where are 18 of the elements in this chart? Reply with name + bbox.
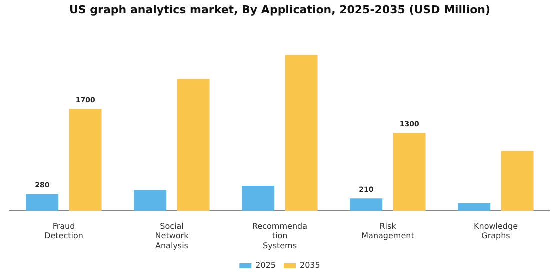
x-tick-label: Fraud Detection (44, 222, 84, 241)
bar (134, 190, 167, 212)
bar (242, 186, 275, 212)
chart-title: US graph analytics market, By Application, 2025-2035 (USD Million) (69, 3, 491, 16)
bar (458, 203, 491, 212)
x-tick-label: Risk Management (362, 222, 414, 241)
bar (350, 198, 383, 212)
bar (501, 151, 534, 212)
x-tick-label: Knowledge Graphs (474, 222, 518, 241)
legend-label: 2035 (300, 261, 320, 270)
bar (26, 194, 59, 212)
x-tick-label: Recommendation Systems (252, 222, 308, 250)
bar (69, 109, 102, 212)
bar (393, 133, 426, 212)
bar (285, 55, 318, 212)
legend-label: 2025 (256, 261, 276, 270)
bar (177, 79, 210, 212)
x-tick-label: Social Network Analysis (155, 222, 190, 250)
